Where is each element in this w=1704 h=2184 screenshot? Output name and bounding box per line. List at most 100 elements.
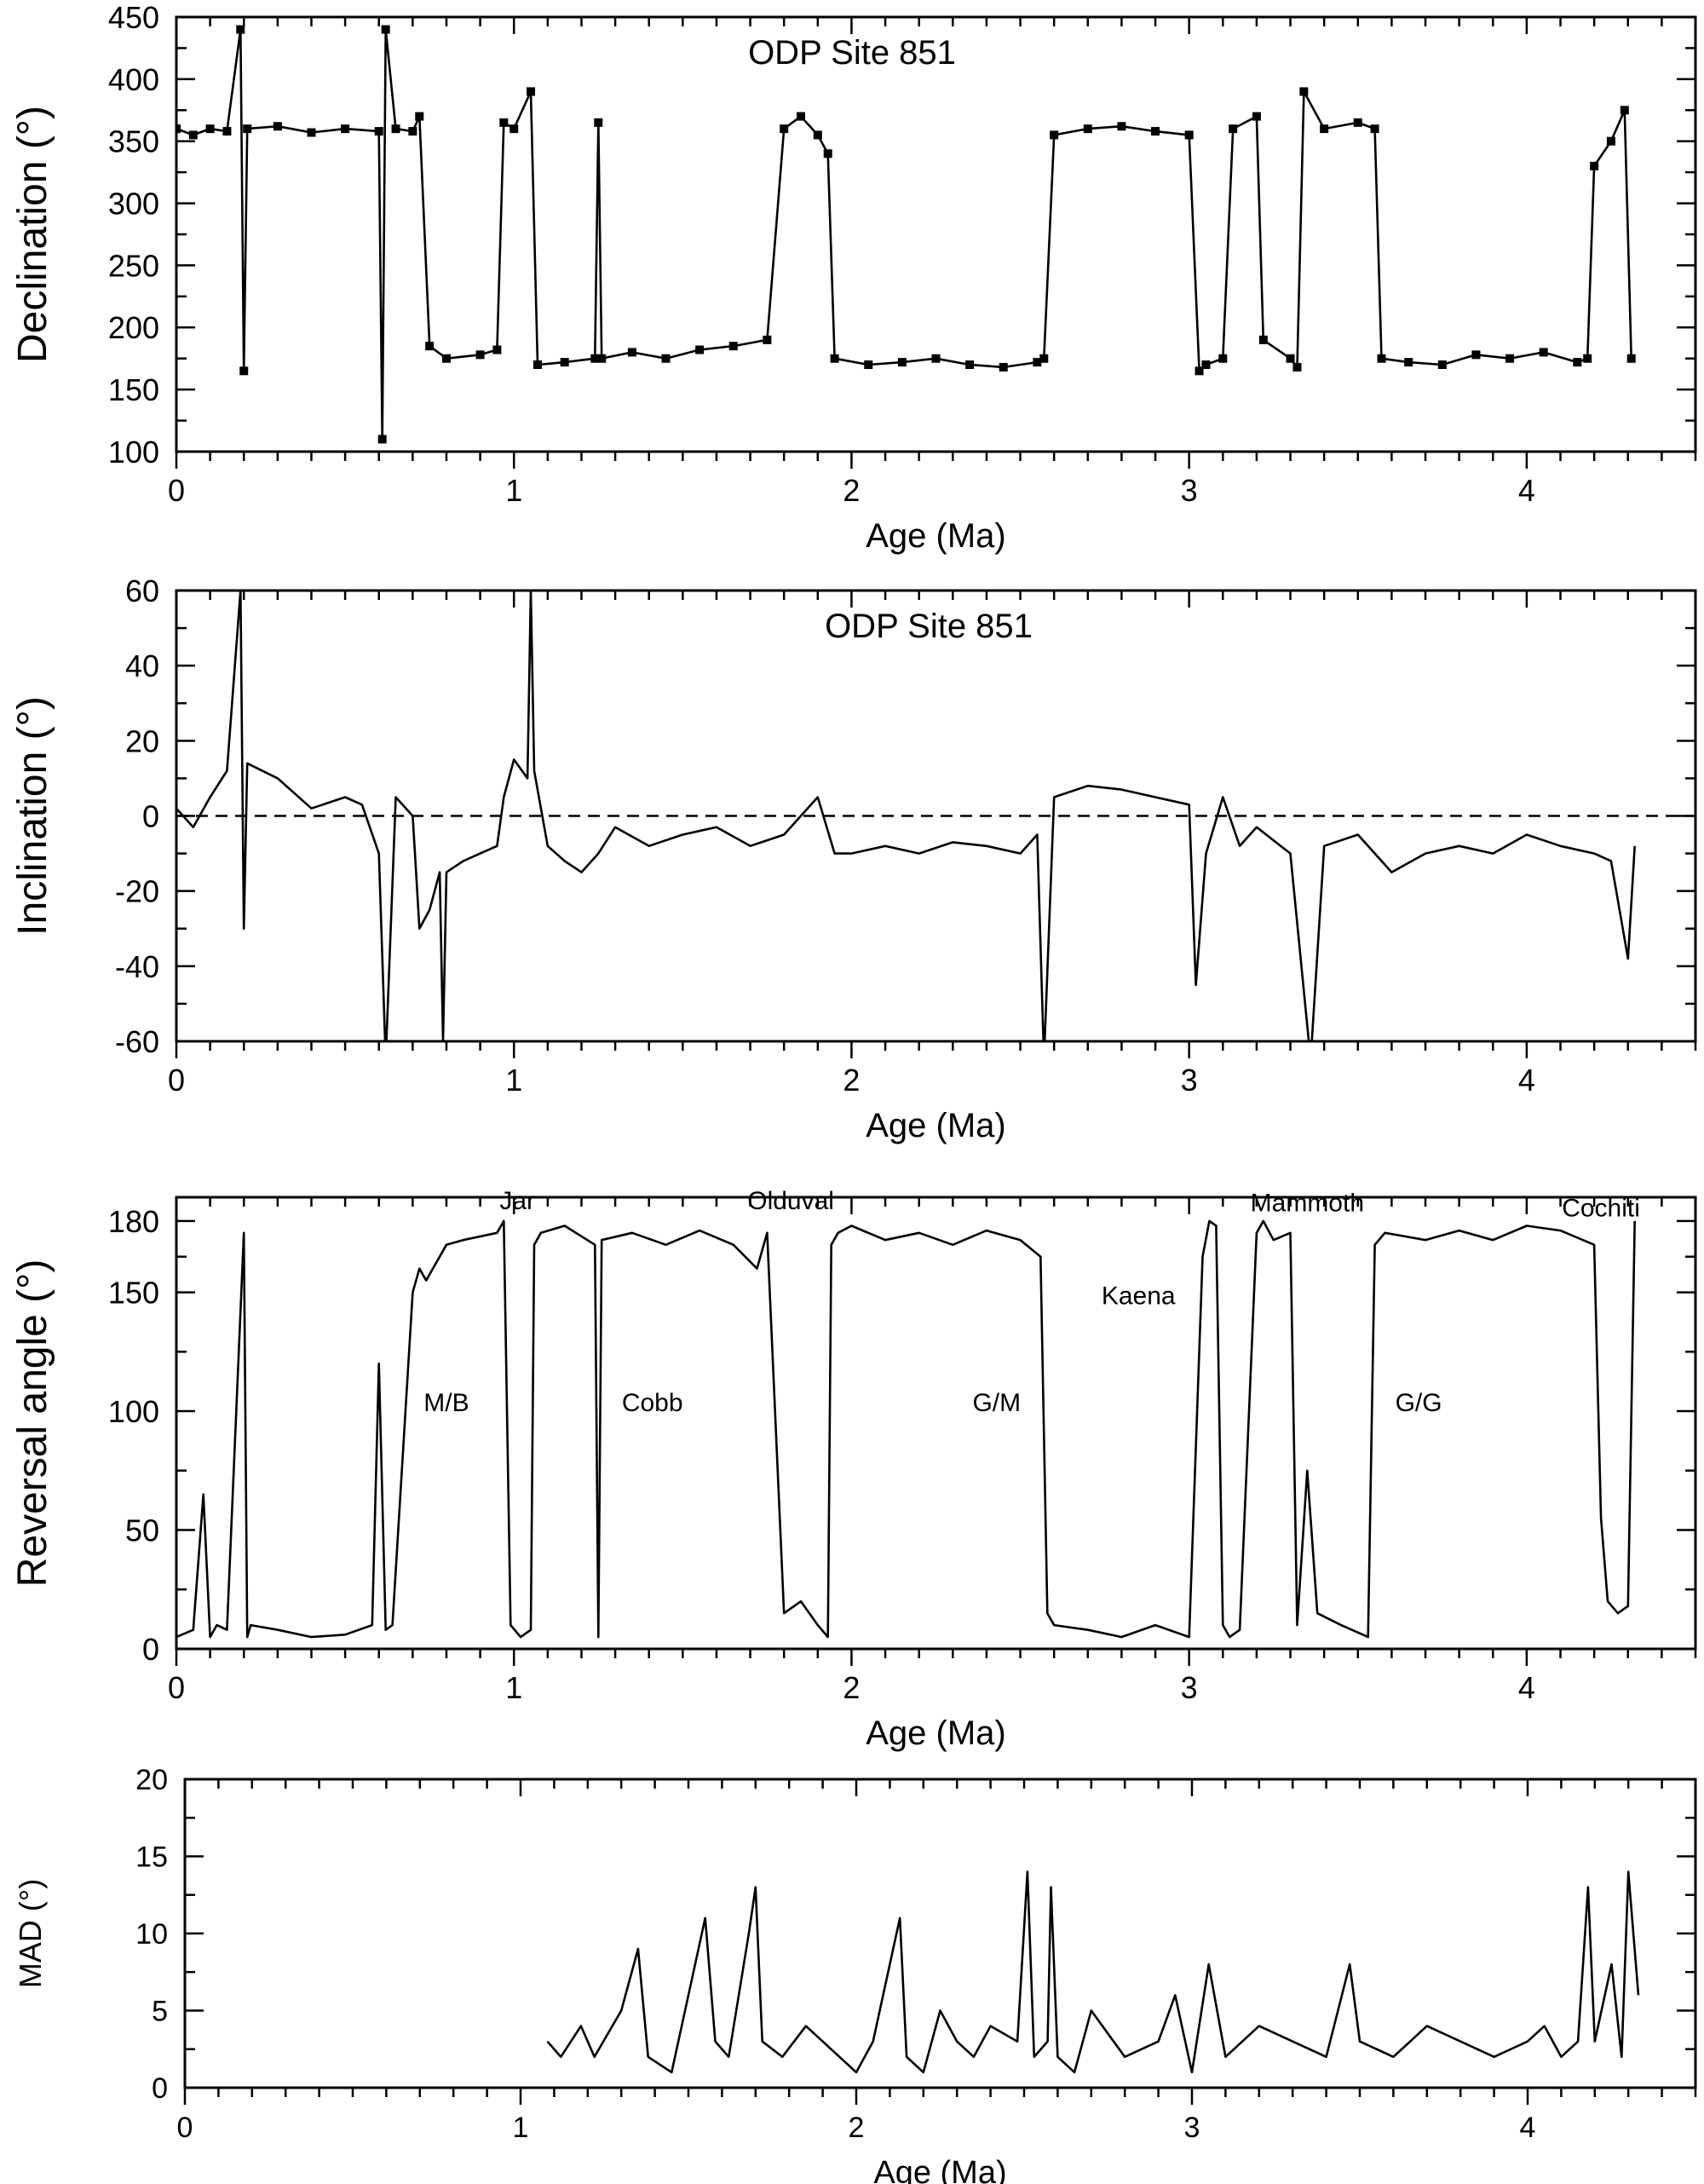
data-area [176, 591, 1636, 1041]
x-tick-label: 3 [1184, 2112, 1200, 2144]
data-point [527, 87, 536, 96]
data-point [1258, 335, 1268, 344]
annotation-label: Cochiti [1562, 1194, 1640, 1222]
x-tick-label: 2 [843, 1063, 860, 1098]
data-point [381, 25, 390, 34]
plot-frame [175, 1196, 1697, 1651]
y-tick-label: -40 [115, 949, 159, 984]
data-point [763, 335, 772, 344]
chart-title: ODP Site 851 [748, 34, 956, 72]
data-point [176, 124, 181, 134]
x-tick-label: 0 [168, 1670, 185, 1705]
data-point [1437, 360, 1447, 369]
data-point [1471, 350, 1481, 360]
y-tick-label: 350 [108, 124, 159, 159]
data-point [999, 362, 1008, 372]
data-point [728, 342, 738, 351]
plot-frame [175, 589, 1697, 1043]
data-point [205, 124, 215, 134]
data-point [492, 345, 502, 354]
data-point [509, 124, 519, 134]
plot-frame [183, 1778, 1697, 2089]
y-tick-label: 450 [108, 0, 159, 35]
y-tick-label: 40 [125, 648, 159, 683]
y-tick-label: 60 [125, 573, 159, 608]
y-tick-label: 0 [152, 2072, 168, 2105]
data-point [243, 124, 252, 134]
x-axis-label: Age (Ma) [873, 2155, 1006, 2184]
data-point [222, 127, 232, 136]
data-point [374, 127, 383, 136]
x-axis-label: Age (Ma) [866, 1714, 1006, 1752]
chart-panel-1: 0 1 2 3 4 100 150 200 250 300 350 400 450 Age (Ma) Dec… [10, 0, 1697, 555]
y-tick-label: 0 [142, 798, 159, 833]
y-tick-label: 180 [108, 1204, 159, 1239]
y-tick-label: 150 [108, 372, 159, 407]
y-tick-label: 400 [108, 62, 159, 97]
data-area [176, 1219, 1636, 1639]
annotation-label: Kaena [1102, 1282, 1176, 1311]
chart-panel-4: 0 1 2 3 4 0 5 10 15 20 Age (Ma) MAD (°) [13, 1764, 1697, 2184]
data-point [597, 354, 607, 363]
data-point [499, 118, 509, 127]
x-tick-label: 3 [1181, 473, 1198, 508]
data-point [965, 360, 975, 369]
data-point [1184, 130, 1194, 140]
annotation-label: G/M [972, 1389, 1021, 1417]
data-point [931, 354, 941, 363]
y-tick-label: 5 [152, 1996, 168, 2028]
data-area [176, 25, 1636, 444]
x-axis-label: Age (Ma) [866, 1107, 1006, 1144]
x-axis-label: Age (Ma) [866, 517, 1006, 555]
annotation-label: G/G [1396, 1389, 1442, 1417]
data-point [797, 112, 806, 121]
data-point [307, 128, 316, 137]
x-tick-label: 1 [505, 1063, 522, 1098]
x-tick-label: 4 [1520, 2112, 1536, 2144]
data-point [661, 354, 671, 363]
x-tick-label: 4 [1518, 1063, 1535, 1098]
annotation-label: M/B [423, 1389, 469, 1417]
data-point [594, 118, 603, 127]
data-point [391, 124, 400, 134]
x-tick-label: 3 [1181, 1670, 1198, 1705]
x-tick-label: 0 [168, 473, 185, 508]
data-point [1320, 124, 1329, 134]
data-point [408, 127, 417, 136]
data-point [239, 366, 249, 376]
data-point [415, 112, 424, 121]
series-line-1 [546, 1870, 1640, 2074]
y-tick-label: 300 [108, 187, 159, 222]
series-line-1 [176, 28, 1632, 441]
data-point [1299, 87, 1309, 96]
data-point [590, 354, 600, 363]
y-axis-label: Declination (°) [10, 106, 55, 363]
data-point [1229, 124, 1238, 134]
y-tick-label: 20 [125, 723, 159, 758]
data-point [897, 358, 907, 367]
data-point [1050, 130, 1059, 140]
data-point [377, 435, 387, 444]
data-point [1590, 161, 1599, 170]
y-tick-label: 150 [108, 1276, 159, 1311]
data-point [273, 122, 282, 131]
data-point [627, 348, 636, 357]
data-point [695, 345, 705, 354]
y-axis-label: Reversal angle (°) [10, 1259, 55, 1588]
data-point [475, 350, 485, 360]
y-tick-label: -20 [115, 874, 159, 909]
data-point [1626, 354, 1636, 363]
x-tick-label: 2 [843, 1670, 860, 1705]
x-tick-label: 1 [513, 2112, 529, 2144]
data-point [188, 130, 198, 140]
data-point [532, 360, 542, 369]
chart-panel-2: 0 1 2 3 4 -60 -40 -20 0 20 40 60 Age (Ma) Inclination… [10, 573, 1697, 1144]
x-tick-label: 2 [843, 473, 860, 508]
data-point [1292, 362, 1302, 372]
data-point [1539, 348, 1548, 357]
data-point [425, 342, 435, 351]
y-tick-label: 50 [125, 1513, 159, 1547]
chart-panel-3: 0 1 2 3 4 0 50 100 150 180 Age (Ma) Reversal angle … [10, 1187, 1697, 1752]
data-point [1370, 124, 1379, 134]
